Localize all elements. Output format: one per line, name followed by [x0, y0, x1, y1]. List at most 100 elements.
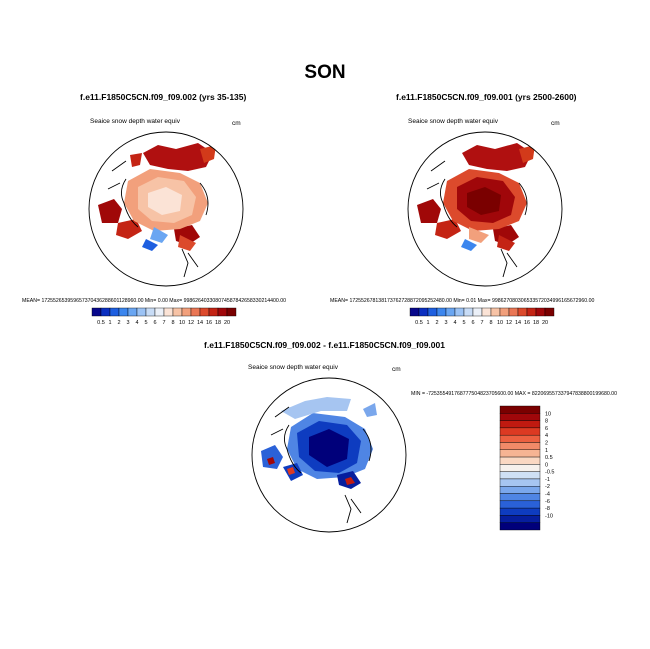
right-colorbar-swatch [526, 307, 537, 317]
right-colorbar-tick-label: 0.5 [415, 320, 423, 326]
left-colorbar-tick-label: 14 [197, 320, 203, 326]
left-colorbar-swatch [91, 307, 102, 317]
right-colorbar-tick-label: 16 [524, 320, 530, 326]
right-colorbar-tick-label: 12 [506, 320, 512, 326]
diff-colorbar-swatch [499, 420, 541, 429]
diff-colorbar-tick-label: 2 [545, 440, 548, 446]
left-colorbar-tick-label: 20 [224, 320, 230, 326]
right-colorbar-tick-label: 20 [542, 320, 548, 326]
left-colorbar-tick-label: 16 [206, 320, 212, 326]
diff-colorbar-tick-label: 8 [545, 419, 548, 425]
right-colorbar-tick-label: 4 [453, 320, 456, 326]
diff-colorbar-swatch [499, 522, 541, 531]
left-colorbar-tick-label: 0.5 [97, 320, 105, 326]
diff-colorbar-swatch [499, 515, 541, 523]
left-colorbar-swatch [100, 307, 111, 317]
left-colorbar-swatch [217, 307, 228, 317]
diff-colorbar-swatch [499, 434, 541, 443]
left-colorbar-tick-label: 10 [179, 320, 185, 326]
right-colorbar-swatch [544, 307, 555, 317]
right-colorbar-tick-label: 5 [462, 320, 465, 326]
right-colorbar-tick-label: 10 [497, 320, 503, 326]
diff-variable-label: Seaice snow depth water equiv [248, 364, 338, 371]
left-colorbar-swatch [226, 307, 237, 317]
diff-colorbar-swatch [499, 427, 541, 436]
left-colorbar-tick-label: 2 [117, 320, 120, 326]
right-colorbar-tick-label: 6 [471, 320, 474, 326]
diff-colorbar-swatch [499, 500, 541, 509]
diff-colorbar-swatch [499, 442, 541, 450]
left-colorbar-swatch [109, 307, 120, 317]
diff-colorbar-swatch [499, 471, 541, 480]
right-colorbar-tick-label: 7 [480, 320, 483, 326]
diff-colorbar-swatch [499, 456, 541, 465]
left-colorbar-swatch [208, 307, 219, 317]
right-units-label: cm [551, 120, 560, 127]
right-colorbar-swatch [472, 307, 483, 317]
diff-colorbar-tick-label: 6 [545, 426, 548, 432]
right-colorbar-swatch [445, 307, 456, 317]
left-colorbar-tick-label: 12 [188, 320, 194, 326]
left-colorbar-swatch [154, 307, 165, 317]
diff-colorbar-tick-label: -6 [545, 499, 550, 505]
diff-colorbar-tick-label: -1 [545, 477, 550, 483]
diff-colorbar-tick-label: 0.5 [545, 455, 553, 461]
diff-colorbar-swatch [499, 507, 541, 516]
diff-colorbar-tick-label: 4 [545, 433, 548, 439]
diff-colorbar-tick-label: -8 [545, 506, 550, 512]
right-stats: MEAN= 172552678138173762728872095252480.… [330, 298, 595, 304]
left-colorbar-swatch [163, 307, 174, 317]
diff-colorbar-swatch [499, 493, 541, 502]
diff-colorbar-swatch [499, 405, 541, 414]
right-colorbar-swatch [490, 307, 501, 317]
right-variable-label: Seaice snow depth water equiv [408, 118, 498, 125]
diff-colorbar-tick-label: -2 [545, 484, 550, 490]
right-colorbar-tick-label: 18 [533, 320, 539, 326]
left-colorbar-swatch [118, 307, 129, 317]
left-colorbar-tick-label: 1 [108, 320, 111, 326]
left-colorbar-tick-label: 18 [215, 320, 221, 326]
diff-units-label: cm [392, 366, 401, 373]
left-colorbar-swatch [172, 307, 183, 317]
right-colorbar-swatch [535, 307, 546, 317]
left-colorbar: 0.5 1 2 3 4 5 6 7 8 10 12 14 16 18 20 [91, 307, 237, 326]
right-colorbar-tick-label: 1 [426, 320, 429, 326]
right-colorbar-tick-label: 8 [489, 320, 492, 326]
left-panel-title: f.e11.F1850C5CN.f09_f09.002 (yrs 35-135) [80, 92, 247, 102]
page-title: SON [304, 62, 346, 83]
diff-colorbar-swatch [499, 478, 541, 487]
left-stats: MEAN= 172552653959657370436288601128960.… [22, 298, 286, 304]
diff-stats: MIN = -725355491768777504823705600.00 MA… [411, 391, 617, 397]
left-colorbar-swatch [145, 307, 156, 317]
left-colorbar-swatch [199, 307, 210, 317]
left-colorbar-tick-label: 8 [171, 320, 174, 326]
diff-colorbar-tick-label: -4 [545, 492, 550, 498]
diff-polar-map [251, 377, 407, 533]
diff-colorbar-swatch [499, 464, 541, 472]
right-colorbar-swatch [409, 307, 420, 317]
right-colorbar-tick-label: 2 [435, 320, 438, 326]
right-colorbar-swatch [463, 307, 474, 317]
diff-colorbar-swatch [499, 449, 541, 458]
right-colorbar-swatch [418, 307, 429, 317]
diff-colorbar-tick-label: -10 [545, 513, 553, 519]
diff-colorbar-tick-label: -0.5 [545, 470, 554, 476]
right-colorbar-swatch [436, 307, 447, 317]
left-colorbar-tick-label: 5 [144, 320, 147, 326]
left-colorbar-swatch [127, 307, 138, 317]
right-colorbar-swatch [427, 307, 438, 317]
right-colorbar-swatch [508, 307, 519, 317]
left-colorbar-tick-label: 3 [126, 320, 129, 326]
diff-colorbar-tick-label: 0 [545, 462, 548, 468]
right-colorbar: 0.5 1 2 3 4 5 6 7 8 10 12 14 16 18 20 [409, 307, 555, 326]
diff-colorbar-tick-label: 10 [545, 411, 551, 417]
diff-colorbar-swatch [499, 486, 541, 494]
left-colorbar-tick-label: 6 [153, 320, 156, 326]
right-colorbar-swatch [499, 307, 510, 317]
diff-colorbar-swatch [499, 413, 541, 421]
left-variable-label: Seaice snow depth water equiv [90, 118, 180, 125]
diff-panel-title: f.e11.F1850C5CN.f09_f09.002 - f.e11.F185… [204, 340, 445, 350]
left-units-label: cm [232, 120, 241, 127]
right-colorbar-tick-label: 14 [515, 320, 521, 326]
